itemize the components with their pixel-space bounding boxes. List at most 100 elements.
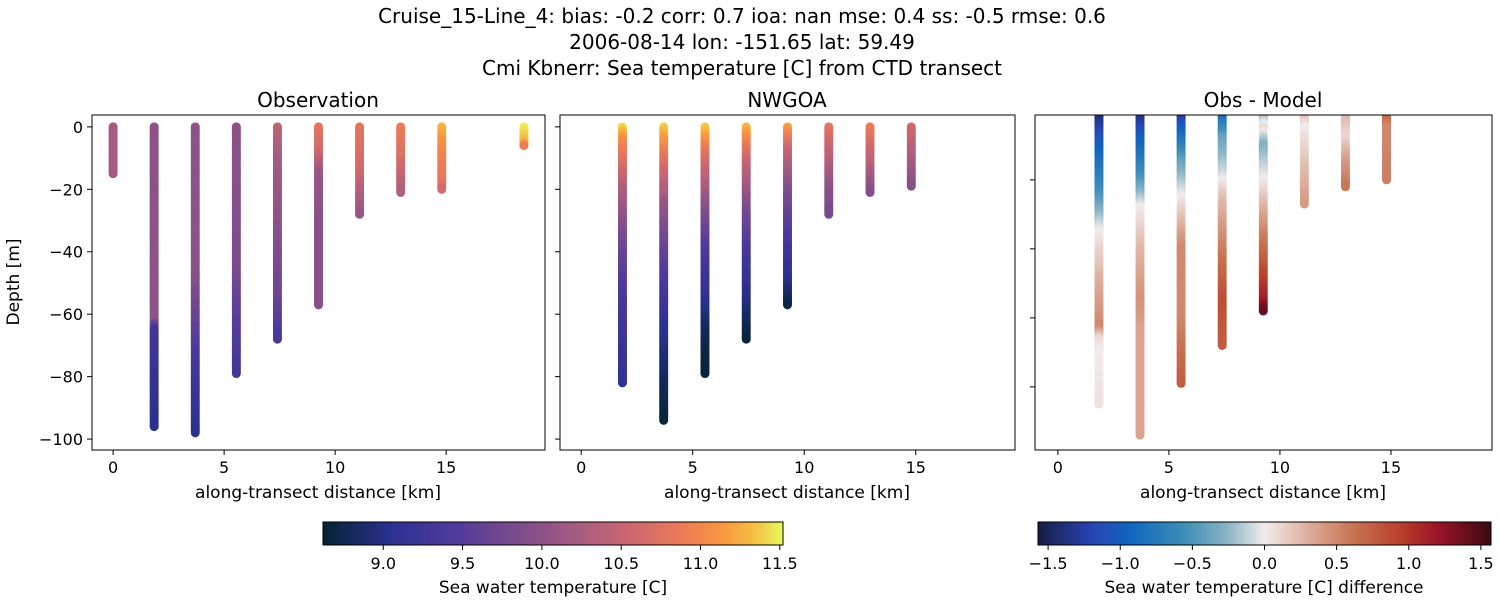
- x-tick-label: 5: [1164, 458, 1174, 477]
- x-tick-label: 15: [1381, 458, 1401, 477]
- x-tick-label: 5: [219, 458, 229, 477]
- colorbar-tick-label: 9.5: [450, 554, 475, 573]
- colorbar-tick-label: −1.0: [1101, 554, 1140, 573]
- axes-frame: [91, 114, 546, 451]
- x-tick-label: 10: [794, 458, 814, 477]
- x-tick-label: 15: [906, 458, 926, 477]
- data-point: [659, 415, 669, 425]
- profile-x-14.8: [906, 122, 916, 191]
- panel-0: 0 5 10 15 0 −20 −40 −60 −80 −100: [39, 114, 546, 477]
- data-point: [149, 422, 159, 432]
- scatter-points: [1094, 115, 1392, 440]
- profile-x-1.85: [617, 122, 627, 388]
- data-point: [824, 209, 834, 219]
- x-tick-label: 10: [325, 458, 345, 477]
- panel-2: 0 5 10 15: [1030, 114, 1493, 477]
- colorbar-tick-label: 0.0: [1252, 554, 1277, 573]
- data-point: [865, 187, 875, 197]
- profile-x-3.7: [1135, 115, 1145, 440]
- profile-x-14.8: [1382, 115, 1392, 185]
- y-tick-label: −60: [49, 305, 83, 324]
- data-point: [1176, 378, 1186, 388]
- profile-x-5.55: [1176, 115, 1186, 388]
- colorbar-tick-label: 1.0: [1396, 554, 1421, 573]
- data-point: [1343, 115, 1348, 116]
- data-point: [1094, 399, 1104, 409]
- profile-x-12.95: [396, 122, 406, 197]
- suptitle-line-1: Cruise_15-Line_4: bias: -0.2 corr: 0.7 i…: [378, 4, 1106, 28]
- axes-frame: [1034, 114, 1493, 451]
- data-point: [1340, 182, 1350, 192]
- x-tick-label: 0: [576, 458, 586, 477]
- y-tick-label: −20: [49, 180, 83, 199]
- colorbar-0: 9.0 9.5 10.0 10.5 11.0 11.5: [322, 521, 798, 573]
- data-point: [355, 209, 365, 219]
- colorbar-tick-label: 10.5: [603, 554, 639, 573]
- profile-x-12.95: [1340, 115, 1350, 192]
- colorbar-tick-label: 9.0: [371, 554, 396, 573]
- profile-x-12.95: [865, 122, 875, 197]
- profile-x-1.85: [1094, 115, 1104, 409]
- data-point: [519, 141, 529, 151]
- colorbar-gradient: [322, 521, 784, 546]
- panel-observation-xlabel: along-transect distance [km]: [195, 483, 441, 503]
- panel-1: 0 5 10 15: [555, 114, 1016, 477]
- data-point: [1382, 175, 1392, 185]
- data-point: [108, 169, 118, 179]
- profile-x-9.25: [1258, 115, 1268, 316]
- y-tick-label: −100: [39, 430, 83, 449]
- data-point: [437, 184, 447, 194]
- profile-x-11.1: [1299, 115, 1309, 209]
- colorbar-1: −1.5 −1.0 −0.5 0.0 0.5 1.0 1.5: [1029, 521, 1494, 573]
- y-tick-label: −40: [49, 243, 83, 262]
- axes-frame: [559, 114, 1016, 451]
- data-point: [1258, 306, 1268, 316]
- data-point: [1135, 430, 1145, 440]
- data-point: [1384, 115, 1389, 116]
- colorbar-tick-label: 0.5: [1324, 554, 1349, 573]
- panel-diff-xlabel: along-transect distance [km]: [1140, 483, 1386, 503]
- scatter-points: [617, 122, 916, 425]
- panel-nwgoa-title: NWGOA: [747, 88, 827, 112]
- panel-diff-title: Obs - Model: [1204, 88, 1323, 112]
- x-tick-label: 5: [688, 458, 698, 477]
- profile-x-7.4: [272, 122, 282, 344]
- data-point: [906, 181, 916, 191]
- profile-x-5.55: [231, 122, 241, 379]
- data-point: [1138, 115, 1142, 116]
- profile-x-11.1: [824, 122, 834, 219]
- suptitle-line-3: Cmi Kbnerr: Sea temperature [C] from CTD…: [482, 56, 1002, 80]
- suptitle-line-2: 2006-08-14 lon: -151.65 lat: 59.49: [569, 30, 915, 54]
- data-point: [783, 300, 792, 310]
- data-point: [1179, 115, 1183, 116]
- panel-nwgoa-xlabel: along-transect distance [km]: [664, 483, 910, 503]
- colorbar-tick-label: 10.0: [524, 554, 560, 573]
- data-point: [190, 428, 200, 438]
- profile-x-0: [108, 122, 118, 179]
- profile-x-11.1: [355, 122, 365, 219]
- x-tick-label: 0: [108, 458, 118, 477]
- profile-x-5.55: [700, 122, 710, 379]
- profile-x-14.8: [437, 122, 447, 194]
- colorbar-temperature-label: Sea water temperature [C]: [439, 578, 667, 598]
- x-tick-label: 10: [1270, 458, 1290, 477]
- profile-x-7.4: [741, 122, 751, 344]
- data-point: [396, 187, 406, 197]
- colorbar-tick-label: 11.0: [683, 554, 719, 573]
- data-point: [314, 300, 323, 310]
- data-point: [272, 334, 282, 344]
- data-point: [741, 334, 751, 344]
- profile-x-9.25: [783, 122, 792, 310]
- colorbar-tick-label: −1.5: [1029, 554, 1068, 573]
- scatter-points: [108, 122, 529, 438]
- profile-x-9.25: [314, 122, 323, 310]
- data-point: [1299, 199, 1309, 209]
- data-point: [1097, 115, 1101, 116]
- y-tick-label: 0: [73, 118, 83, 137]
- profile-x-1.85: [149, 122, 159, 432]
- colorbar-gradient: [1037, 521, 1492, 546]
- data-point: [700, 369, 710, 379]
- colorbar-difference-label: Sea water temperature [C] difference: [1104, 578, 1423, 598]
- colorbar-tick-label: −0.5: [1173, 554, 1212, 573]
